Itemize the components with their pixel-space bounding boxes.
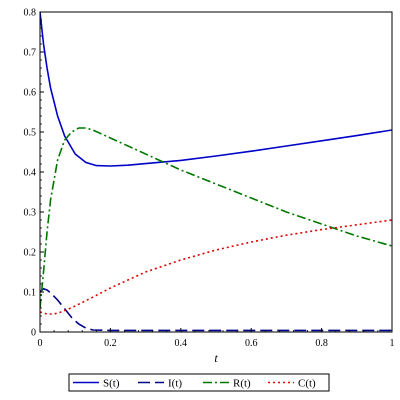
y-tick-label: 0.1 bbox=[24, 288, 37, 299]
x-tick-label: 0.6 bbox=[245, 338, 258, 349]
legend-label-1: I(t) bbox=[168, 378, 182, 390]
x-tick-label: 0.2 bbox=[104, 338, 117, 349]
y-tick-label: 0.2 bbox=[24, 248, 37, 259]
y-tick-label: 0.6 bbox=[24, 88, 37, 99]
x-tick-label: 0.8 bbox=[315, 338, 328, 349]
y-tick-label: 0.8 bbox=[24, 8, 37, 19]
series-line-1 bbox=[40, 287, 392, 332]
plot-frame bbox=[39, 11, 393, 333]
x-tick-label: 1 bbox=[390, 338, 395, 349]
plot-area bbox=[40, 11, 392, 332]
legend-label-3: C(t) bbox=[298, 378, 316, 390]
y-tick-label: 0.4 bbox=[24, 168, 37, 179]
series-line-0 bbox=[40, 11, 392, 167]
legend-label-2: R(t) bbox=[233, 378, 251, 390]
x-tick-label: 0 bbox=[38, 338, 43, 349]
legend: S(t) I(t) R(t) C(t) bbox=[68, 373, 330, 392]
x-axis-label: t bbox=[214, 351, 218, 365]
y-tick-label: 0.5 bbox=[24, 128, 37, 139]
legend-box bbox=[68, 373, 330, 392]
legend-label-0: S(t) bbox=[103, 378, 120, 390]
x-tick-label: 0.4 bbox=[175, 338, 188, 349]
series-line-2 bbox=[40, 127, 392, 309]
axes: 0 0.1 0.2 0.3 0.4 0.5 0.6 0.7 0.8 0 0.2 0.4 0.6 0.8 1 bbox=[24, 8, 395, 350]
y-tick-label: 0 bbox=[31, 328, 36, 339]
y-tick-label: 0.7 bbox=[24, 48, 37, 59]
series-line-3 bbox=[40, 219, 392, 315]
y-tick-label: 0.3 bbox=[24, 208, 37, 219]
